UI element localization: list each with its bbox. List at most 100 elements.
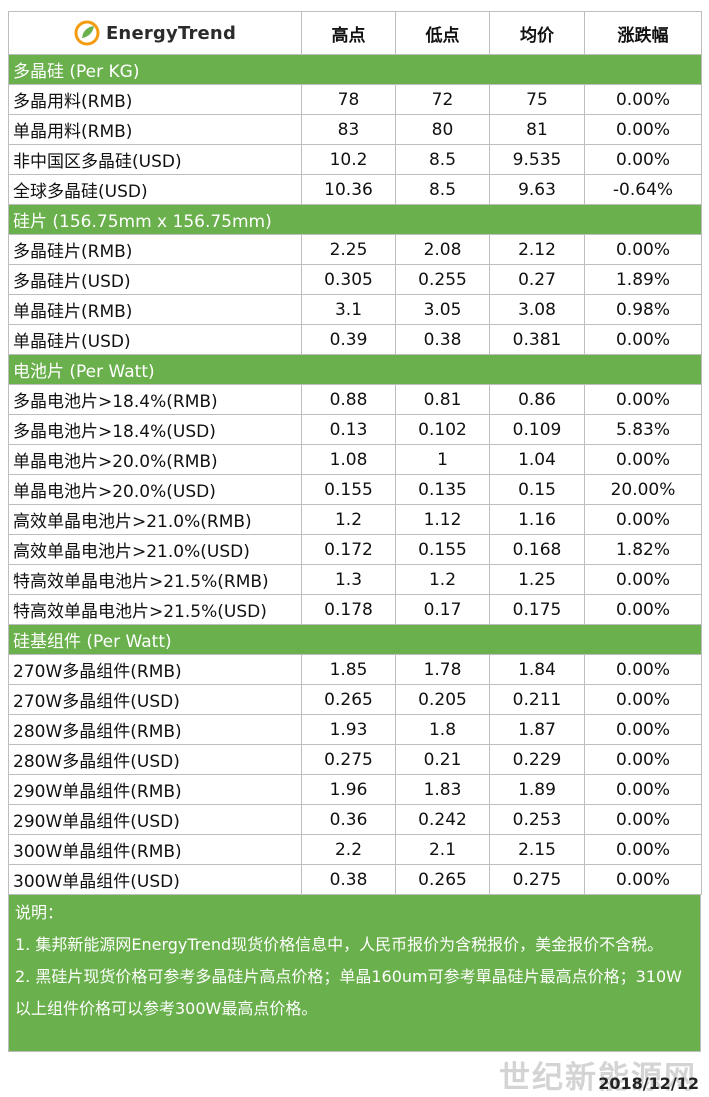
cell-high: 10.2 (301, 144, 396, 175)
section-title: 多晶硅 (Per KG) (8, 54, 702, 85)
price-table: EnergyTrend 高点 低点 均价 涨跌幅 多晶硅 (Per KG) 多晶用… (8, 11, 702, 895)
cell-change: 0.00% (584, 684, 702, 715)
cell-avg: 1.16 (489, 504, 585, 535)
row-name: 特高效单晶电池片>21.5%(USD) (8, 594, 302, 625)
row-name: 单晶电池片>20.0%(RMB) (8, 444, 302, 475)
table-row: 280W多晶组件(RMB) 1.93 1.8 1.87 0.00% (8, 714, 702, 745)
cell-low: 0.38 (395, 324, 490, 355)
col-header-avg: 均价 (489, 11, 585, 55)
section-header-row: 硅片 (156.75mm x 156.75mm) (8, 204, 702, 235)
cell-low: 0.135 (395, 474, 490, 505)
cell-change: 5.83% (584, 414, 702, 445)
cell-low: 0.102 (395, 414, 490, 445)
table-row: 多晶用料(RMB) 78 72 75 0.00% (8, 84, 702, 115)
table-row: 单晶用料(RMB) 83 80 81 0.00% (8, 114, 702, 145)
cell-low: 2.1 (395, 834, 490, 865)
cell-avg: 0.229 (489, 744, 585, 775)
row-name: 290W单晶组件(USD) (8, 804, 302, 835)
cell-change: 0.00% (584, 804, 702, 835)
cell-low: 1.8 (395, 714, 490, 745)
cell-high: 83 (301, 114, 396, 145)
row-name: 高效单晶电池片>21.0%(USD) (8, 534, 302, 565)
table-row: 单晶电池片>20.0%(RMB) 1.08 1 1.04 0.00% (8, 444, 702, 475)
table-row: 270W多晶组件(USD) 0.265 0.205 0.211 0.00% (8, 684, 702, 715)
cell-avg: 81 (489, 114, 585, 145)
cell-high: 0.39 (301, 324, 396, 355)
row-name: 高效单晶电池片>21.0%(RMB) (8, 504, 302, 535)
table-row: 特高效单晶电池片>21.5%(RMB) 1.3 1.2 1.25 0.00% (8, 564, 702, 595)
price-table-container: EnergyTrend 高点 低点 均价 涨跌幅 多晶硅 (Per KG) 多晶用… (8, 11, 702, 1052)
table-row: 290W单晶组件(USD) 0.36 0.242 0.253 0.00% (8, 804, 702, 835)
cell-avg: 0.86 (489, 384, 585, 415)
cell-high: 2.2 (301, 834, 396, 865)
col-header-change: 涨跌幅 (584, 11, 702, 55)
table-row: 非中国区多晶硅(USD) 10.2 8.5 9.535 0.00% (8, 144, 702, 175)
cell-low: 1.83 (395, 774, 490, 805)
notes-item-1: 1. 集邦新能源网EnergyTrend现货价格信息中，人民币报价为含税报价，美… (15, 935, 664, 954)
cell-avg: 1.25 (489, 564, 585, 595)
cell-change: 0.00% (584, 564, 702, 595)
footer: 世纪新能源网 2018/12/12 (0, 1052, 709, 1096)
table-row: 300W单晶组件(RMB) 2.2 2.1 2.15 0.00% (8, 834, 702, 865)
cell-high: 1.2 (301, 504, 396, 535)
cell-change: 0.00% (584, 654, 702, 685)
row-name: 多晶电池片>18.4%(RMB) (8, 384, 302, 415)
table-row: 270W多晶组件(RMB) 1.85 1.78 1.84 0.00% (8, 654, 702, 685)
cell-avg: 9.535 (489, 144, 585, 175)
cell-low: 8.5 (395, 144, 490, 175)
cell-avg: 1.04 (489, 444, 585, 475)
table-row: 300W单晶组件(USD) 0.38 0.265 0.275 0.00% (8, 864, 702, 895)
cell-change: 0.00% (584, 744, 702, 775)
table-row: 多晶电池片>18.4%(RMB) 0.88 0.81 0.86 0.00% (8, 384, 702, 415)
cell-low: 72 (395, 84, 490, 115)
cell-avg: 0.253 (489, 804, 585, 835)
cell-low: 1.78 (395, 654, 490, 685)
row-name: 单晶硅片(RMB) (8, 294, 302, 325)
table-row: 多晶硅片(USD) 0.305 0.255 0.27 1.89% (8, 264, 702, 295)
cell-change: 0.00% (584, 114, 702, 145)
row-name: 300W单晶组件(USD) (8, 864, 302, 895)
section-header-row: 多晶硅 (Per KG) (8, 54, 702, 85)
cell-high: 1.3 (301, 564, 396, 595)
row-name: 290W单晶组件(RMB) (8, 774, 302, 805)
section-title: 硅基组件 (Per Watt) (8, 624, 702, 655)
cell-change: 1.89% (584, 264, 702, 295)
row-name: 270W多晶组件(RMB) (8, 654, 302, 685)
energytrend-logo: EnergyTrend (10, 13, 301, 54)
table-row: 单晶硅片(RMB) 3.1 3.05 3.08 0.98% (8, 294, 702, 325)
cell-low: 0.255 (395, 264, 490, 295)
cell-change: 0.00% (584, 234, 702, 265)
brand-name: EnergyTrend (105, 22, 237, 44)
row-name: 270W多晶组件(USD) (8, 684, 302, 715)
cell-high: 0.38 (301, 864, 396, 895)
cell-avg: 0.275 (489, 864, 585, 895)
cell-high: 78 (301, 84, 396, 115)
cell-avg: 2.12 (489, 234, 585, 265)
cell-low: 0.17 (395, 594, 490, 625)
row-name: 单晶硅片(USD) (8, 324, 302, 355)
cell-low: 0.155 (395, 534, 490, 565)
table-row: 多晶硅片(RMB) 2.25 2.08 2.12 0.00% (8, 234, 702, 265)
col-header-low: 低点 (395, 11, 490, 55)
table-row: 高效单晶电池片>21.0%(RMB) 1.2 1.12 1.16 0.00% (8, 504, 702, 535)
cell-avg: 0.168 (489, 534, 585, 565)
notes-item-2: 2. 黑硅片现货价格可参考多晶硅片高点价格；单晶160um可参考單晶硅片最高点价… (15, 967, 682, 1018)
row-name: 多晶硅片(USD) (8, 264, 302, 295)
section-header-row: 电池片 (Per Watt) (8, 354, 702, 385)
cell-high: 0.88 (301, 384, 396, 415)
cell-change: 0.00% (584, 444, 702, 475)
cell-high: 3.1 (301, 294, 396, 325)
cell-change: 0.00% (584, 714, 702, 745)
cell-avg: 9.63 (489, 174, 585, 205)
cell-avg: 75 (489, 84, 585, 115)
cell-change: 0.98% (584, 294, 702, 325)
cell-change: -0.64% (584, 174, 702, 205)
table-row: 高效单晶电池片>21.0%(USD) 0.172 0.155 0.168 1.82% (8, 534, 702, 565)
cell-avg: 3.08 (489, 294, 585, 325)
cell-low: 0.265 (395, 864, 490, 895)
cell-low: 0.242 (395, 804, 490, 835)
section-header-row: 硅基组件 (Per Watt) (8, 624, 702, 655)
cell-change: 20.00% (584, 474, 702, 505)
cell-low: 2.08 (395, 234, 490, 265)
cell-low: 0.81 (395, 384, 490, 415)
